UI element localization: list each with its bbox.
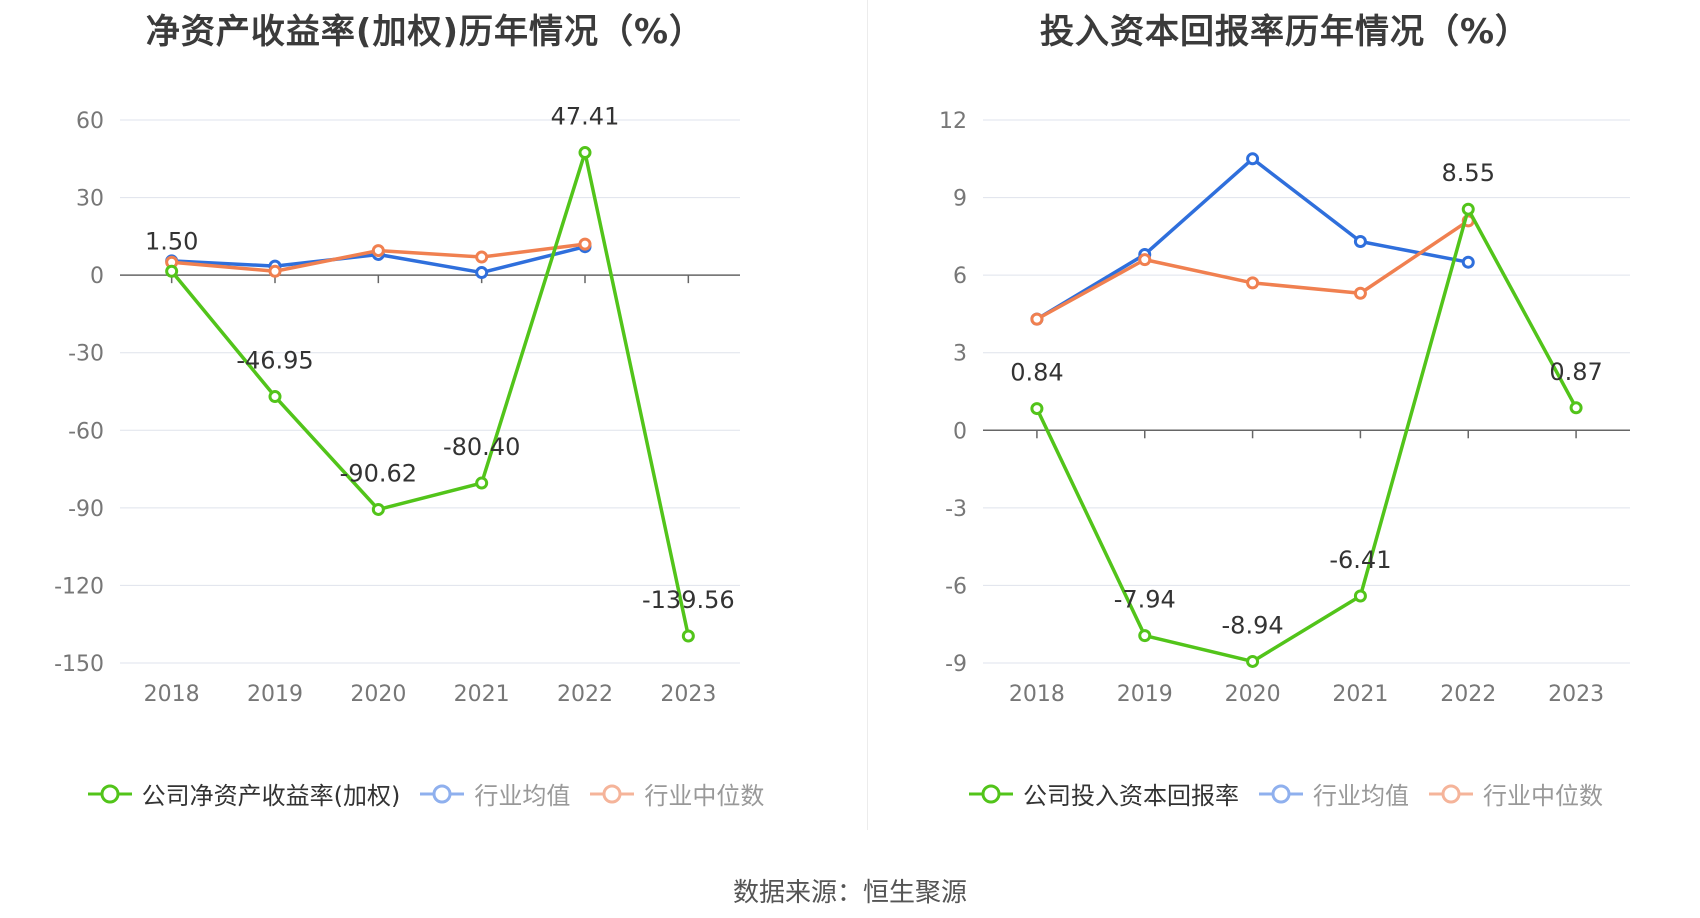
data-source-note: 数据来源：恒生聚源 (732, 878, 967, 908)
series-line (1035, 207, 1578, 664)
legend-line-icon (1429, 784, 1473, 803)
y-tick-label: -6 (945, 574, 967, 599)
legend-item-industry-mean[interactable]: 行业均值 (418, 776, 570, 811)
y-tick-label: 60 (76, 109, 104, 134)
y-tick-label: 0 (953, 419, 967, 444)
x-tick-label: 2023 (660, 682, 716, 707)
data-point (1569, 401, 1583, 415)
chart-legend: 公司净资产收益率(加权) 行业均值 行业中位数 (0, 776, 850, 811)
data-point (268, 264, 282, 278)
data-label: 47.41 (551, 103, 620, 131)
data-point (1030, 402, 1044, 416)
data-label: 0.84 (1010, 359, 1063, 387)
data-point (165, 264, 179, 278)
data-label: -139.56 (642, 586, 735, 614)
y-tick-label: 12 (939, 109, 967, 134)
data-label: -8.94 (1222, 611, 1284, 639)
chart-panel-roe: 净资产收益率(加权)历年情况（%） 60 30 0 -30 -60 -90 -120 -150… (0, 0, 850, 830)
data-point (1246, 276, 1260, 290)
chart-legend: 公司投入资本回报率 行业均值 行业中位数 (860, 776, 1700, 811)
data-label: -46.95 (236, 347, 313, 375)
data-point (475, 476, 489, 490)
data-point (1353, 286, 1367, 300)
y-tick-label: 6 (953, 264, 967, 289)
x-tick-label: 2023 (1548, 682, 1604, 707)
data-point (1461, 202, 1475, 216)
data-point (371, 244, 385, 258)
y-tick-label: -3 (945, 497, 967, 522)
panel-divider (867, 0, 868, 830)
data-point (1138, 253, 1152, 267)
data-label: -7.94 (1114, 586, 1176, 614)
chart-title: 投入资本回报率历年情况（%） (1039, 12, 1531, 52)
data-point (268, 390, 282, 404)
data-point (1030, 312, 1044, 326)
legend-item-company[interactable]: 公司净资产收益率(加权) (86, 776, 401, 811)
y-tick-label: 30 (76, 187, 104, 212)
legend-label: 行业中位数 (644, 782, 765, 810)
series-line (1036, 157, 1469, 321)
legend-label: 行业均值 (1313, 782, 1409, 810)
data-point (475, 266, 489, 280)
data-label: -6.41 (1329, 546, 1391, 574)
data-point (1353, 589, 1367, 603)
x-tick-label: 2022 (1440, 682, 1496, 707)
x-tick-label: 2021 (454, 682, 510, 707)
x-tick-label: 2018 (1009, 682, 1065, 707)
data-point (681, 629, 695, 643)
data-point (1246, 152, 1260, 166)
y-tick-label: -9 (945, 652, 967, 677)
data-point (1461, 255, 1475, 269)
data-point (578, 146, 592, 160)
legend-item-industry-median[interactable]: 行业中位数 (1427, 776, 1603, 811)
data-label: 1.50 (145, 227, 198, 255)
legend-label: 公司投入资本回报率 (1023, 782, 1239, 810)
chart-title: 净资产收益率(加权)历年情况（%） (145, 12, 705, 52)
x-tick-label: 2019 (1117, 682, 1173, 707)
legend-label: 行业中位数 (1483, 782, 1603, 810)
series-line (1036, 219, 1470, 321)
legend-line-icon (590, 784, 635, 803)
data-point (1246, 654, 1260, 668)
line-chart-roe: 60 30 0 -30 -60 -90 -120 -150 2018 2019 2020 2021 20… (54, 103, 740, 707)
data-point (475, 250, 489, 264)
data-label: 0.87 (1549, 358, 1602, 386)
line-chart-roic: 12 9 6 3 0 -3 -6 -9 2018 2019 2020 2021 2022 2023 0.84… (939, 109, 1630, 707)
legend-label: 公司净资产收益率(加权) (141, 782, 401, 810)
data-label: -90.62 (340, 459, 417, 487)
y-tick-label: -30 (68, 342, 104, 367)
data-point (1138, 629, 1152, 643)
legend-label: 行业均值 (474, 782, 571, 810)
data-point (1353, 235, 1367, 249)
y-tick-label: -120 (54, 574, 104, 599)
y-tick-label: -90 (68, 497, 104, 522)
legend-item-industry-median[interactable]: 行业中位数 (588, 776, 764, 811)
y-tick-label: 3 (953, 342, 967, 367)
x-tick-label: 2019 (247, 682, 303, 707)
legend-line-icon (1259, 784, 1303, 803)
y-tick-label: -60 (68, 419, 104, 444)
data-point (371, 502, 385, 516)
series-line (170, 150, 691, 637)
legend-line-icon (969, 784, 1013, 803)
x-tick-label: 2020 (1225, 682, 1281, 707)
legend-item-company[interactable]: 公司投入资本回报率 (967, 776, 1239, 811)
y-tick-label: 0 (90, 264, 104, 289)
legend-item-industry-mean[interactable]: 行业均值 (1257, 776, 1409, 811)
x-tick-label: 2021 (1332, 682, 1388, 707)
x-tick-label: 2018 (144, 682, 200, 707)
y-tick-label: 9 (953, 187, 967, 212)
legend-line-icon (420, 784, 465, 803)
chart-panel-roic: 投入资本回报率历年情况（%） 12 9 6 3 0 -3 -6 -9 2018 2019 2020 2… (860, 0, 1700, 830)
data-point (578, 237, 592, 251)
x-tick-label: 2022 (557, 682, 613, 707)
data-label: 8.55 (1442, 159, 1495, 187)
data-label: -80.40 (443, 433, 520, 461)
y-tick-label: -150 (54, 652, 104, 677)
x-tick-label: 2020 (350, 682, 406, 707)
legend-line-icon (87, 784, 132, 803)
